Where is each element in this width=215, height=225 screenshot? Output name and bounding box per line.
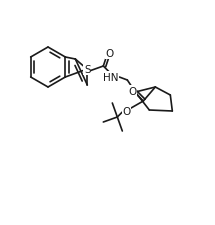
Text: S: S bbox=[84, 65, 91, 75]
Text: O: O bbox=[122, 106, 131, 117]
Text: HN: HN bbox=[103, 73, 118, 83]
Text: O: O bbox=[105, 49, 114, 59]
Text: O: O bbox=[128, 87, 137, 97]
